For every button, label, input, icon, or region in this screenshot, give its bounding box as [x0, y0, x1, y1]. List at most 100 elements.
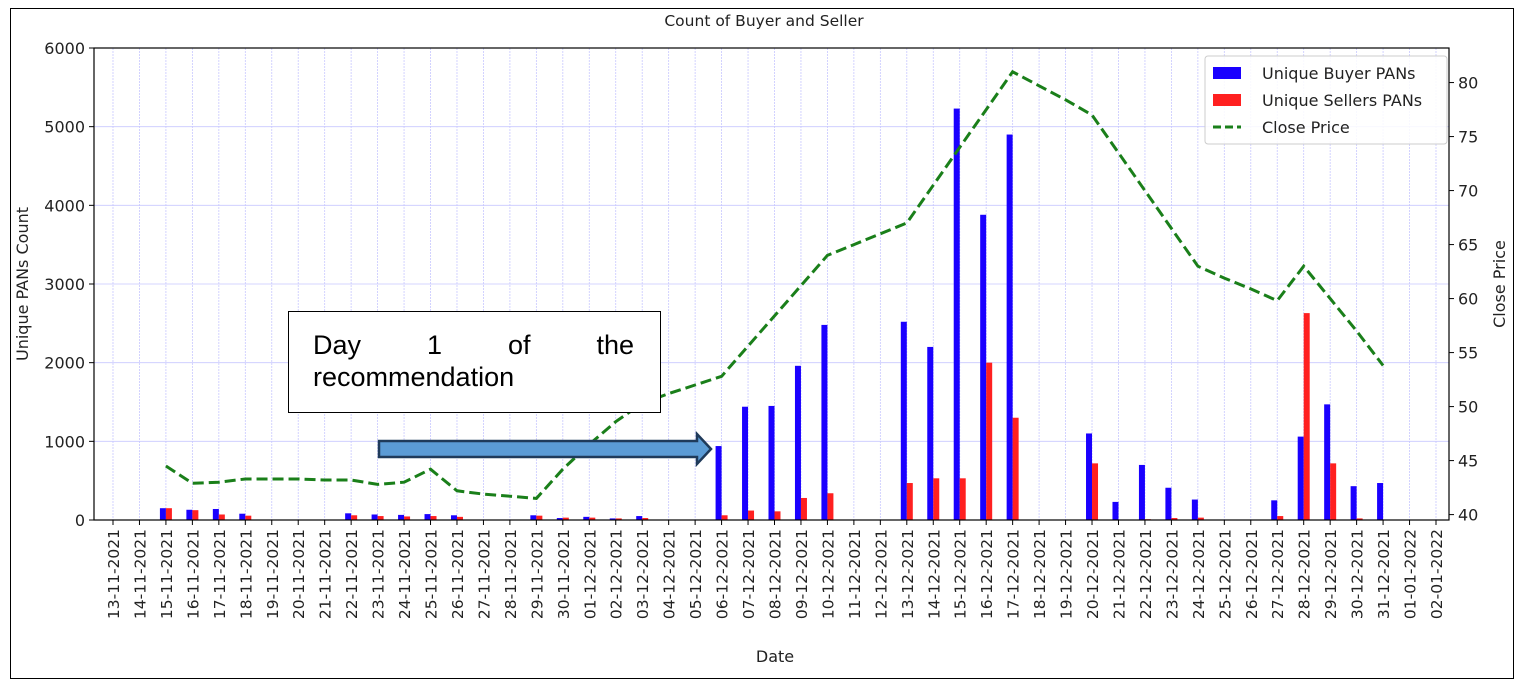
bar-buyer — [715, 446, 722, 520]
x-tick-label: 23-12-2021 — [1163, 529, 1181, 619]
bar-seller — [774, 511, 781, 520]
bar-buyer — [794, 365, 801, 520]
legend-label: Close Price — [1262, 118, 1350, 137]
y-tick-label: 0 — [75, 511, 85, 530]
bar-seller — [456, 516, 463, 520]
legend-box — [1204, 55, 1448, 145]
x-tick-label: 26-12-2021 — [1243, 529, 1261, 619]
y-tick-label: 6000 — [44, 39, 85, 58]
bar-seller — [933, 478, 940, 520]
bar-seller — [906, 483, 913, 520]
bar-buyer — [583, 516, 590, 520]
legend-label: Unique Buyer PANs — [1262, 64, 1416, 83]
bar-buyer — [1350, 486, 1357, 520]
x-tick-label: 05-12-2021 — [687, 529, 705, 619]
x-tick-label: 31-12-2021 — [1375, 529, 1393, 619]
y2-tick-label: 45 — [1458, 452, 1478, 471]
legend-swatch-0 — [1213, 67, 1241, 79]
bar-seller — [800, 497, 807, 520]
bar-buyer — [398, 514, 405, 520]
bar-buyer — [239, 513, 246, 520]
y2-tick-label: 75 — [1458, 128, 1478, 147]
bar-buyer — [636, 516, 643, 520]
bar-seller — [536, 515, 543, 520]
bar-buyer — [1006, 134, 1013, 521]
x-tick-label: 17-11-2021 — [211, 529, 229, 619]
x-tick-label: 09-12-2021 — [793, 529, 811, 619]
bar-seller — [404, 516, 411, 520]
bar-buyer — [900, 321, 907, 520]
x-tick-label: 08-12-2021 — [767, 529, 785, 619]
bar-seller — [562, 517, 569, 520]
bar-buyer — [1271, 500, 1278, 520]
bar-seller — [721, 515, 728, 520]
y-tick-label: 2000 — [44, 354, 85, 373]
bar-seller — [615, 518, 622, 520]
bar-buyer — [1191, 499, 1198, 520]
x-tick-label: 19-12-2021 — [1058, 529, 1076, 619]
bar-seller — [377, 516, 384, 520]
annotation-word: of — [507, 330, 531, 360]
x-tick-label: 24-12-2021 — [1190, 529, 1208, 619]
y2-tick-label: 65 — [1458, 236, 1478, 255]
x-tick-label: 04-12-2021 — [661, 529, 679, 619]
bar-buyer — [1324, 404, 1331, 520]
x-tick-label: 22-12-2021 — [1137, 529, 1155, 619]
x-tick-label: 13-11-2021 — [105, 529, 123, 619]
x-tick-label: 28-11-2021 — [502, 529, 520, 619]
bar-seller — [1356, 518, 1363, 520]
x-tick-label: 25-11-2021 — [423, 529, 441, 619]
bar-buyer — [371, 514, 378, 520]
bar-buyer — [1086, 433, 1093, 520]
y2-tick-label: 50 — [1458, 398, 1478, 417]
x-tick-label: 30-11-2021 — [555, 529, 573, 619]
bar-seller — [1303, 313, 1310, 520]
x-tick-label: 06-12-2021 — [714, 529, 732, 619]
annotation-word: recommendation — [313, 362, 515, 392]
y-tick-label: 3000 — [44, 275, 85, 294]
y-axis-label: Unique PANs Count — [13, 207, 32, 361]
bar-seller — [986, 362, 993, 520]
bar-buyer — [1377, 483, 1384, 520]
x-tick-label: 29-11-2021 — [528, 529, 546, 619]
y-tick-label: 1000 — [44, 432, 85, 451]
arrow-icon — [377, 430, 713, 468]
chart-title: Count of Buyer and Seller — [664, 12, 864, 30]
bar-seller — [351, 515, 358, 520]
annotation-word: the — [596, 330, 634, 360]
bar-seller — [1092, 463, 1099, 520]
annotation-word: Day — [313, 330, 362, 360]
bar-buyer — [212, 508, 219, 520]
bar-buyer — [345, 513, 352, 520]
bar-seller — [748, 510, 755, 520]
bar-buyer — [927, 346, 934, 520]
x-tick-label: 14-11-2021 — [131, 529, 149, 619]
bar-buyer — [556, 518, 563, 520]
annotation-box: Day 1 of the recommendation — [288, 311, 661, 413]
bar-seller — [430, 516, 437, 520]
x-tick-label: 20-11-2021 — [290, 529, 308, 619]
bar-buyer — [609, 518, 616, 520]
x-tick-label: 20-12-2021 — [1084, 529, 1102, 619]
x-tick-label: 30-12-2021 — [1349, 529, 1367, 619]
x-tick-label: 22-11-2021 — [343, 529, 361, 619]
bar-buyer — [953, 108, 960, 520]
x-tick-label: 03-12-2021 — [634, 529, 652, 619]
x-tick-label: 13-12-2021 — [899, 529, 917, 619]
bar-buyer — [1112, 501, 1119, 520]
bar-buyer — [159, 508, 166, 520]
x-tick-label: 01-01-2022 — [1402, 529, 1420, 619]
x-tick-label: 07-12-2021 — [740, 529, 758, 619]
x-tick-label: 19-11-2021 — [264, 529, 282, 619]
x-tick-label: 15-12-2021 — [952, 529, 970, 619]
bar-buyer — [821, 324, 828, 520]
y2-tick-label: 55 — [1458, 344, 1478, 363]
x-tick-label: 21-12-2021 — [1110, 529, 1128, 619]
legend-swatch-1 — [1213, 94, 1241, 106]
bar-seller — [827, 493, 834, 520]
x-tick-label: 14-12-2021 — [925, 529, 943, 619]
y2-tick-label: 60 — [1458, 290, 1478, 309]
bar-buyer — [1165, 487, 1172, 520]
bar-buyer — [530, 515, 537, 520]
